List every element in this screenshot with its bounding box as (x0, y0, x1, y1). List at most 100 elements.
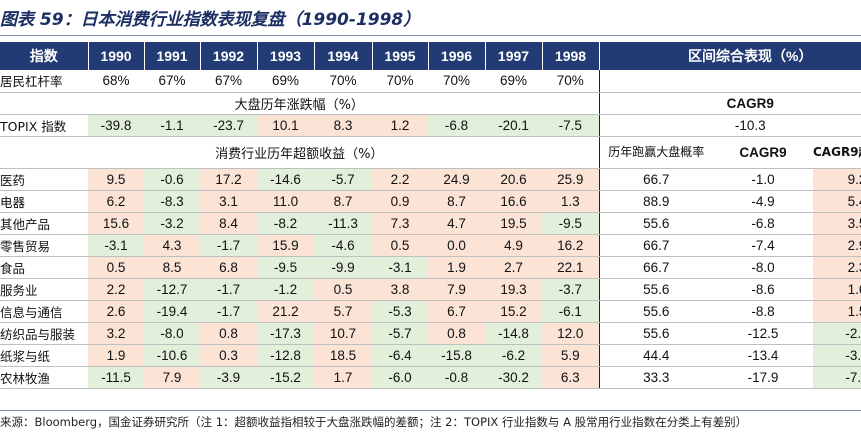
excess-value: 11.0 (257, 190, 314, 213)
excess-value: -15.2 (257, 366, 314, 389)
row-label: 食品 (0, 256, 88, 279)
table-row: 食品 0.5 8.5 6.8 -9.5 -9.9 -3.1 1.9 2.7 22.1 66.7 -8.… (0, 256, 861, 279)
excess-value: -8.3 (144, 190, 200, 213)
row-label: 农林牧渔 (0, 366, 88, 389)
table-row: 信息与通信 2.6 -19.4 -1.7 21.2 5.7 -5.3 6.7 15.2 -6.1 5… (0, 300, 861, 323)
excess-value: 15.2 (485, 300, 542, 323)
beat-probability: 55.6 (598, 278, 713, 301)
excess-value: 15.6 (88, 212, 144, 235)
excess-cagr: 9.2 (813, 168, 861, 191)
title-divider (0, 35, 861, 36)
excess-value: -1.7 (200, 300, 257, 323)
range-performance-header: 区间综合表现（%） (598, 42, 861, 70)
excess-value: -10.6 (144, 344, 200, 367)
market-section-row: 大盘历年涨跌幅（%） CAGR9 (0, 92, 861, 115)
row-label: 零售贸易 (0, 234, 88, 257)
row-label: 纸浆与纸 (0, 344, 88, 367)
beat-probability: 66.7 (598, 234, 713, 257)
excess-value: 0.5 (372, 234, 428, 257)
topix-value: 10.1 (257, 114, 314, 137)
header-row: 指数 1990 1991 1992 1993 1994 1995 1996 19… (0, 42, 861, 70)
excess-value: -9.5 (542, 212, 599, 235)
leverage-value: 69% (485, 70, 542, 93)
excess-cagr: 1.6 (813, 278, 861, 301)
excess-value: -1.2 (257, 278, 314, 301)
table-row: 其他产品 15.6 -3.2 8.4 -8.2 -11.3 7.3 4.7 19.5 -9.5 55… (0, 212, 861, 235)
header-label: 指数 (0, 42, 88, 70)
market-section-title: 大盘历年涨跌幅（%） (0, 92, 599, 115)
excess-section-title: 消费行业历年超额收益（%） (0, 136, 599, 169)
excess-value: 3.2 (88, 322, 144, 345)
table-row: 零售贸易 -3.1 4.3 -1.7 15.9 -4.6 0.5 0.0 4.9 16.2 66.7… (0, 234, 861, 257)
excess-value: -30.2 (485, 366, 542, 389)
cagr-value: -8.8 (713, 300, 813, 323)
beat-probability: 55.6 (598, 212, 713, 235)
year-header: 1996 (427, 42, 485, 70)
row-label: 纺织品与服装 (0, 322, 88, 345)
cagr-value: -8.0 (713, 256, 813, 279)
leverage-value: 70% (542, 70, 599, 93)
table-row: 纺织品与服装 3.2 -8.0 0.8 -17.3 10.7 -5.7 0.8 -14.8 12.… (0, 322, 861, 345)
row-label: TOPIX 指数 (0, 114, 88, 137)
excess-value: 8.5 (144, 256, 200, 279)
excess-value: -15.8 (428, 344, 485, 367)
excess-value: 4.3 (144, 234, 200, 257)
excess-value: -6.0 (372, 366, 428, 389)
excess-cagr: 1.5 (813, 300, 861, 323)
table-row: 医药 9.5 -0.6 17.2 -14.6 -5.7 2.2 24.9 20.6 25.9 66.… (0, 168, 861, 191)
excess-value: -6.2 (485, 344, 542, 367)
beat-probability: 55.6 (598, 300, 713, 323)
table-row: 服务业 2.2 -12.7 -1.7 -1.2 0.5 3.8 7.9 19.3 -3.7 55.6… (0, 278, 861, 301)
year-header: 1994 (313, 42, 372, 70)
excess-value: 0.8 (200, 322, 257, 345)
excess-value: -0.6 (144, 168, 200, 191)
excess-value: -4.6 (314, 234, 372, 257)
excess-value: 8.7 (314, 190, 372, 213)
table-row: 农林牧渔 -11.5 7.9 -3.9 -15.2 1.7 -6.0 -0.8 -30.2 6.3… (0, 366, 861, 389)
excess-value: 16.6 (485, 190, 542, 213)
excess-value: 2.2 (372, 168, 428, 191)
excess-value: 1.9 (428, 256, 485, 279)
excess-value: -1.7 (200, 278, 257, 301)
topix-row: TOPIX 指数 -39.8 -1.1 -23.7 10.1 8.3 1.2 -6.8 -20.… (0, 114, 861, 137)
beat-probability-header: 历年跑赢大盘概率 (598, 136, 713, 169)
excess-value: 3.8 (372, 278, 428, 301)
excess-value: 2.7 (485, 256, 542, 279)
topix-value: -7.5 (542, 114, 599, 137)
excess-value: 0.3 (200, 344, 257, 367)
excess-value: 24.9 (428, 168, 485, 191)
row-label: 医药 (0, 168, 88, 191)
year-header: 1990 (87, 42, 144, 70)
excess-value: -14.6 (257, 168, 314, 191)
leverage-row: 居民杠杆率 68% 67% 67% 69% 70% 70% 70% 69% 70% (0, 70, 861, 93)
excess-value: -3.1 (88, 234, 144, 257)
year-header: 1991 (143, 42, 200, 70)
excess-value: 2.2 (88, 278, 144, 301)
excess-value: -3.7 (542, 278, 599, 301)
excess-value: 7.3 (372, 212, 428, 235)
cagr-header: CAGR9 (598, 92, 861, 115)
excess-value: 0.5 (88, 256, 144, 279)
excess-value: 8.7 (428, 190, 485, 213)
excess-value: -14.8 (485, 322, 542, 345)
excess-value: 7.9 (144, 366, 200, 389)
excess-value: 4.7 (428, 212, 485, 235)
excess-value: -11.5 (88, 366, 144, 389)
excess-value: 1.9 (88, 344, 144, 367)
excess-value: -3.2 (144, 212, 200, 235)
excess-value: 22.1 (542, 256, 599, 279)
excess-value: 21.2 (257, 300, 314, 323)
cagr-header: CAGR9 (713, 136, 813, 169)
excess-value: 7.9 (428, 278, 485, 301)
year-header: 1998 (541, 42, 599, 70)
row-label: 电器 (0, 190, 88, 213)
excess-value: 5.7 (314, 300, 372, 323)
cagr-value: -4.9 (713, 190, 813, 213)
topix-value: -23.7 (200, 114, 257, 137)
beat-probability: 88.9 (598, 190, 713, 213)
excess-value: 5.9 (542, 344, 599, 367)
excess-value: 1.7 (314, 366, 372, 389)
beat-probability: 33.3 (598, 366, 713, 389)
page-title: 图表 59：日本消费行业指数表现复盘（1990-1998） (0, 10, 421, 30)
excess-value: 0.5 (314, 278, 372, 301)
